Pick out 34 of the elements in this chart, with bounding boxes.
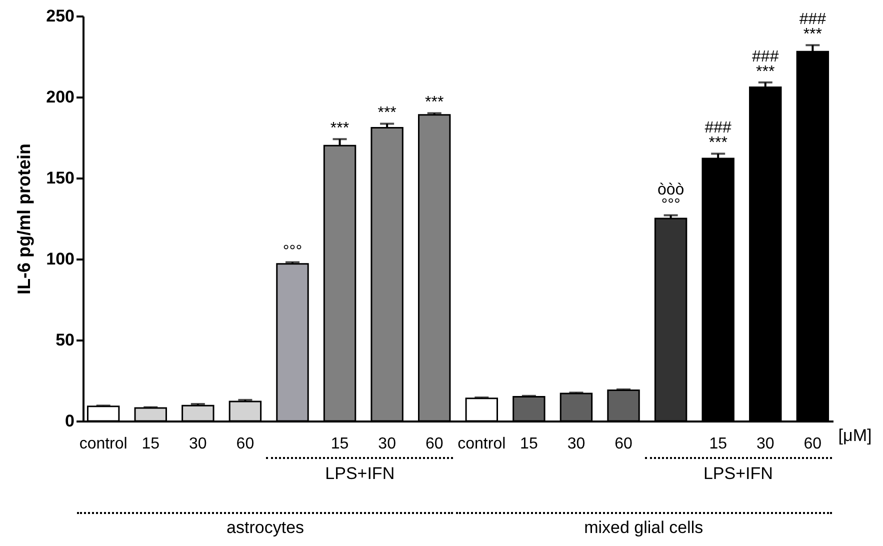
y-tick-label: 200 (46, 88, 74, 106)
x-tick-label: 60 (614, 436, 633, 452)
x-tick-label: 30 (756, 436, 774, 452)
x-tick-label: 30 (189, 436, 207, 452)
data-label: *** (425, 94, 444, 112)
x-tick-label: 15 (330, 436, 349, 452)
text: LPS+IFN (325, 464, 395, 484)
x-tick-label: 30 (567, 436, 586, 452)
data-label: òòò °°° (657, 181, 684, 214)
x-tick-label: 60 (804, 436, 822, 452)
y-tick-label: 250 (46, 6, 74, 26)
text: astrocytes (226, 518, 304, 538)
data-label: *** (378, 104, 396, 122)
data-label: ### *** (704, 120, 732, 152)
text: [μM] (838, 426, 872, 446)
x-tick-label: control (79, 436, 128, 452)
x-tick-label: 15 (520, 436, 538, 452)
x-tick-label: 30 (378, 436, 396, 452)
x-tick-label: 15 (709, 436, 728, 452)
text: LPS+IFN (703, 464, 773, 484)
data-label: °°° (282, 243, 302, 260)
x-tick-label: 60 (236, 436, 254, 452)
data-label: ### *** (799, 11, 826, 44)
x-tick-label: control (458, 436, 506, 452)
y-tick-label: 150 (46, 168, 74, 188)
y-tick-label: 100 (46, 250, 74, 268)
x-tick-label: 60 (425, 436, 444, 452)
data-label: ### *** (752, 48, 779, 80)
text: mixed glial cells (584, 518, 704, 538)
data-label: *** (330, 120, 350, 138)
y-tick-label: 0 (65, 412, 74, 430)
y-tick-label: 50 (56, 330, 74, 350)
y-axis-title: IL-6 pg/ml protein (14, 144, 34, 294)
x-tick-label: 15 (142, 436, 160, 452)
